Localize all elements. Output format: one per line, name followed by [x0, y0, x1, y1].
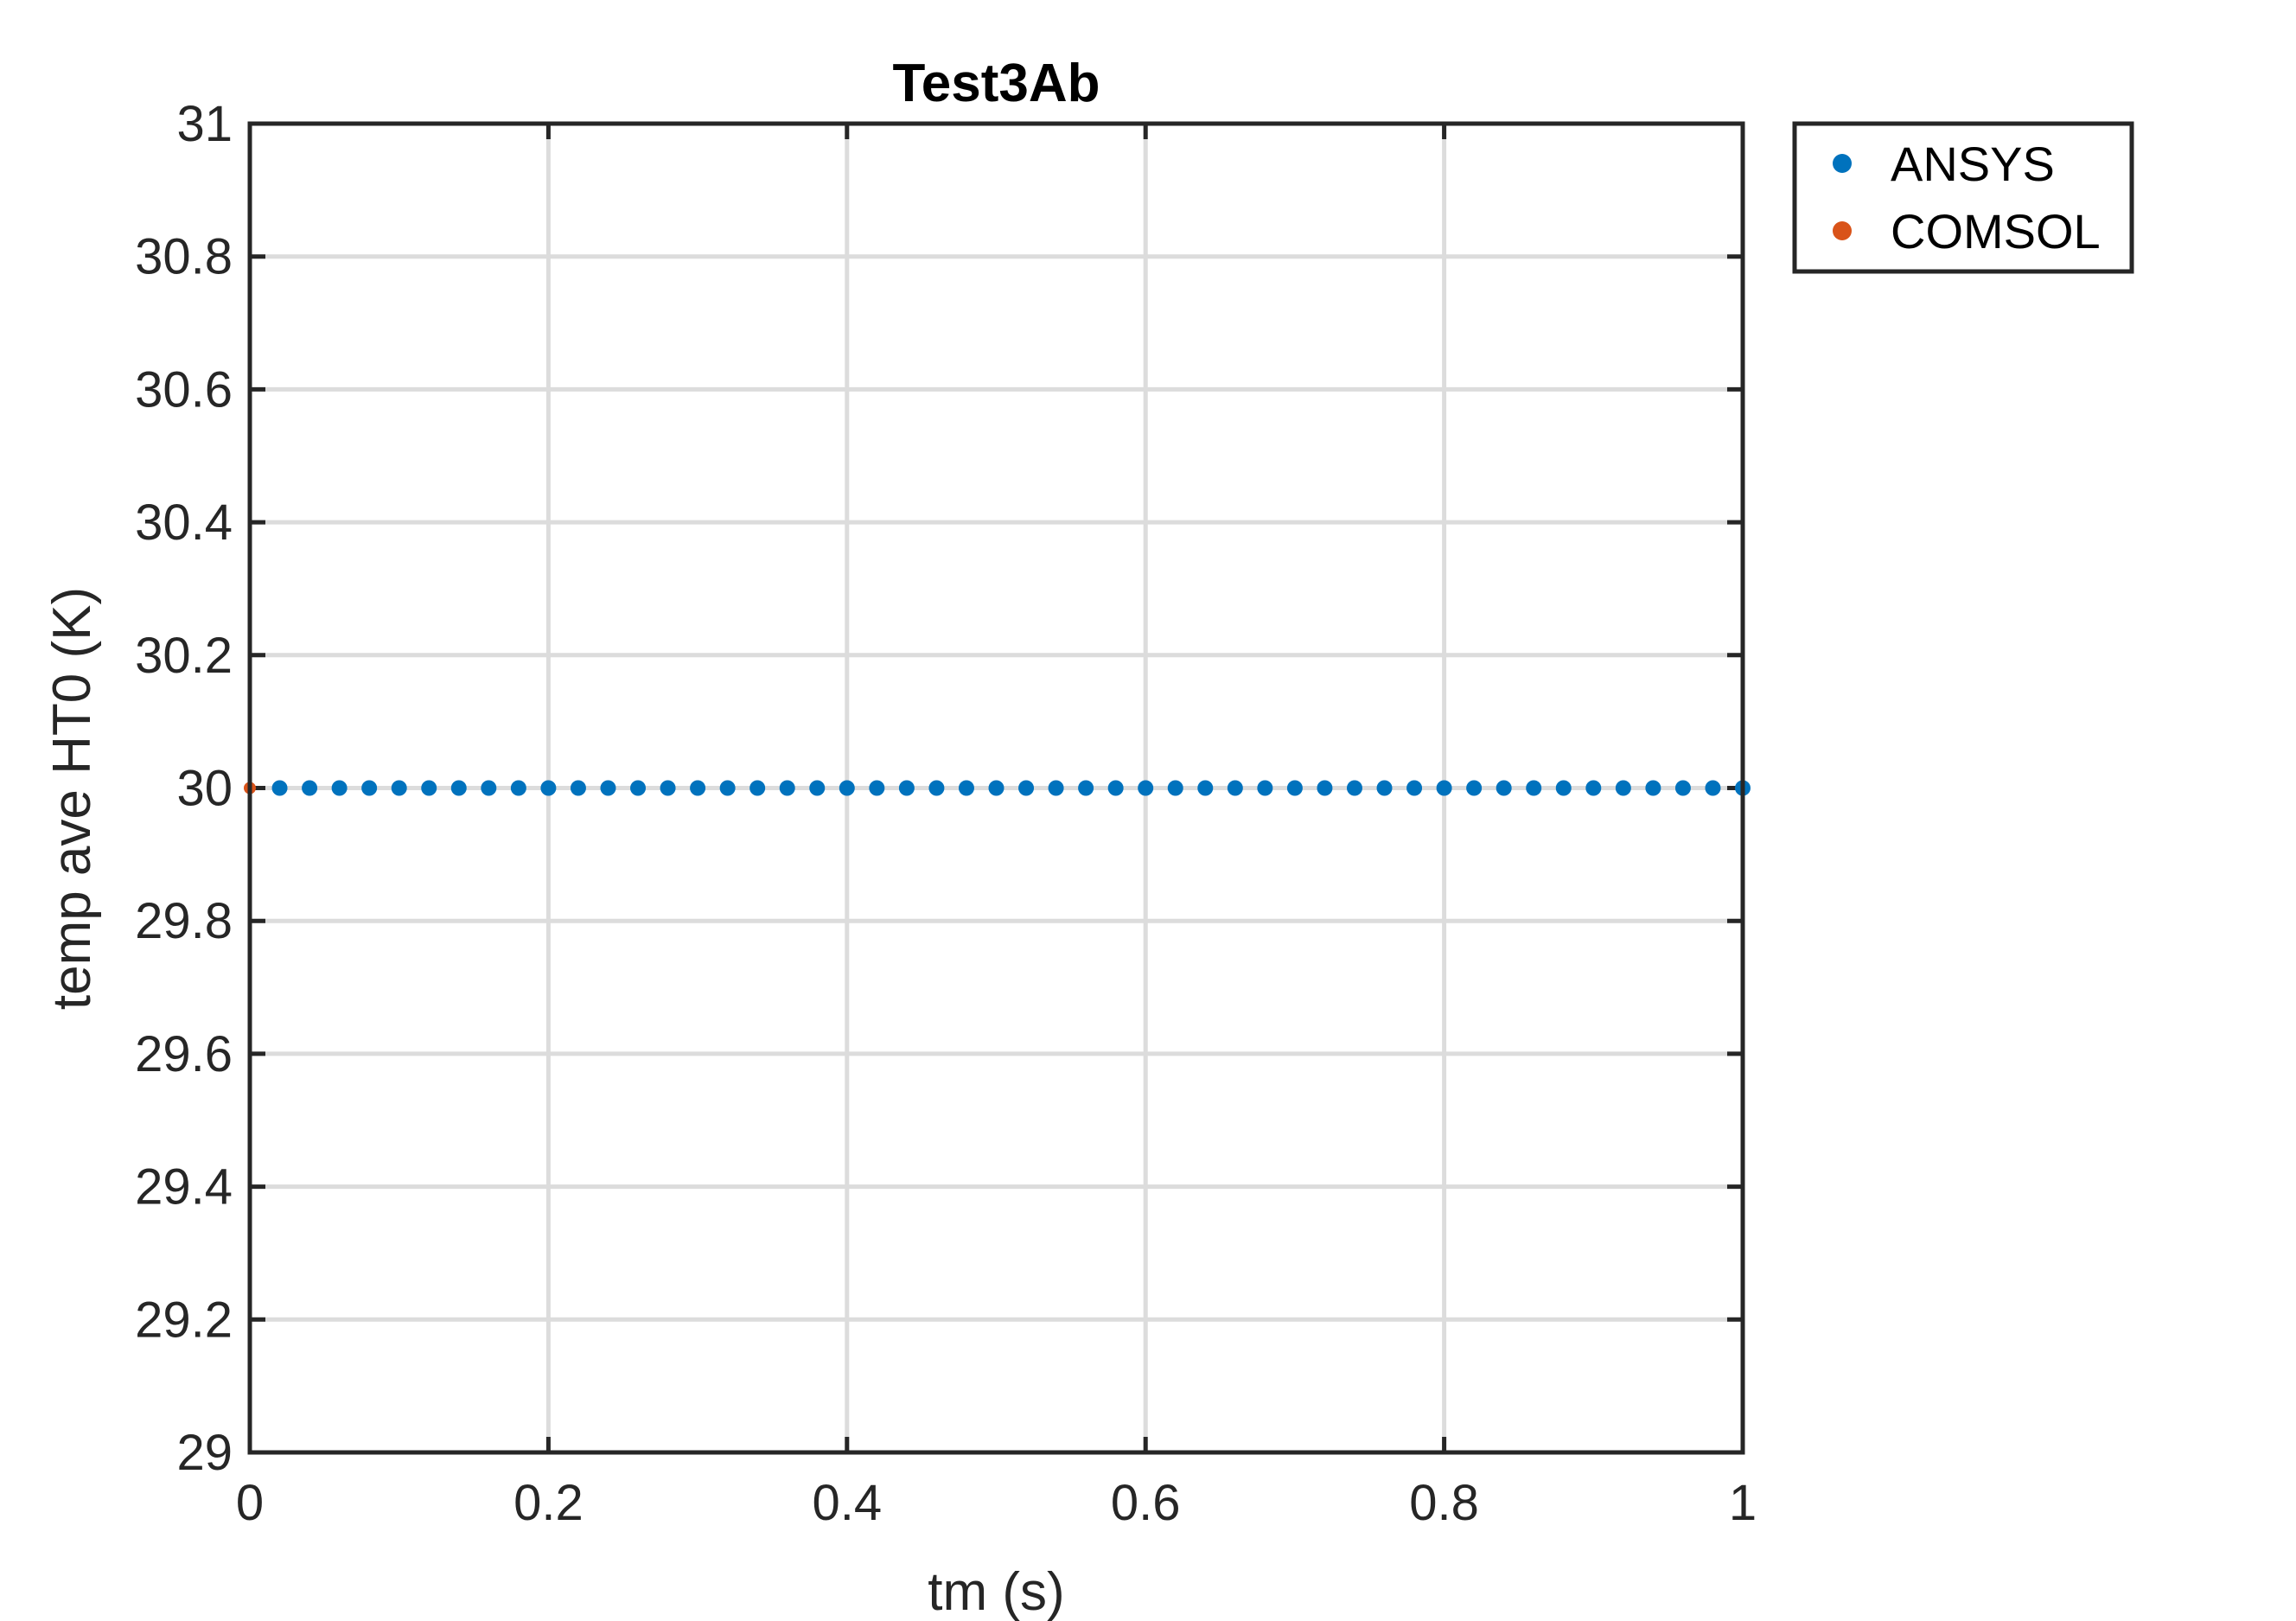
point-ansys: [958, 780, 974, 796]
point-ansys: [1018, 780, 1035, 796]
point-ansys: [1466, 780, 1483, 796]
y-tick-label: 29.2: [135, 1292, 233, 1348]
point-ansys: [271, 780, 288, 796]
x-tick-label: 0.2: [513, 1475, 584, 1531]
legend-label-ansys: ANSYS: [1891, 137, 2055, 191]
point-ansys: [1048, 780, 1064, 796]
y-tick-label: 29.4: [135, 1159, 233, 1216]
legend-marker-ansys: [1833, 154, 1852, 173]
point-ansys: [1078, 780, 1094, 796]
point-ansys: [928, 780, 945, 796]
y-tick-label: 30.6: [135, 361, 233, 418]
point-ansys: [988, 780, 1004, 796]
point-ansys: [1705, 780, 1721, 796]
legend: ANSYS COMSOL: [1792, 121, 2134, 274]
point-ansys: [510, 780, 526, 796]
point-ansys: [1197, 780, 1214, 796]
point-ansys: [1317, 780, 1333, 796]
point-ansys: [869, 780, 885, 796]
y-tick-label: 29.6: [135, 1026, 233, 1082]
y-tick-label: 31: [176, 96, 233, 152]
data-points: [244, 780, 1751, 796]
x-tick-label: 0.6: [1111, 1475, 1181, 1531]
point-ansys: [481, 780, 497, 796]
point-ansys: [361, 780, 378, 796]
point-ansys: [1585, 780, 1602, 796]
point-ansys: [1227, 780, 1243, 796]
point-ansys: [839, 780, 855, 796]
point-ansys: [1645, 780, 1661, 796]
point-ansys: [1555, 780, 1572, 796]
point-ansys: [1167, 780, 1183, 796]
point-ansys: [1496, 780, 1512, 796]
point-ansys: [302, 780, 318, 796]
point-ansys: [1257, 780, 1273, 796]
x-axis-label: tm (s): [928, 1562, 1064, 1621]
point-ansys: [690, 780, 706, 796]
point-ansys: [1406, 780, 1423, 796]
y-tick-label: 29.8: [135, 893, 233, 949]
legend-label-comsol: COMSOL: [1891, 204, 2101, 258]
point-ansys: [1138, 780, 1154, 796]
point-ansys: [600, 780, 616, 796]
plot-frame: [247, 121, 1745, 1455]
y-tick-labels: 29 29.2 29.4 29.6 29.8 30 30.2 30.4 30.6 30.8 31: [135, 96, 233, 1481]
point-ansys: [331, 780, 348, 796]
point-ansys: [1376, 780, 1393, 796]
point-ansys: [1674, 780, 1691, 796]
y-tick-label: 30: [176, 761, 233, 817]
legend-box: [1792, 121, 2134, 274]
y-tick-label: 29: [176, 1425, 233, 1481]
point-ansys: [809, 780, 826, 796]
legend-marker-comsol: [1833, 221, 1852, 240]
x-tick-label: 0: [236, 1475, 264, 1531]
x-tick-label: 0.8: [1409, 1475, 1479, 1531]
point-ansys: [1107, 780, 1124, 796]
point-ansys: [719, 780, 736, 796]
chart-title: Test3Ab: [892, 54, 1100, 113]
x-tick-label: 1: [1729, 1475, 1757, 1531]
point-ansys: [421, 780, 437, 796]
point-ansys: [779, 780, 795, 796]
point-ansys: [660, 780, 676, 796]
point-ansys: [1346, 780, 1362, 796]
point-ansys: [1436, 780, 1452, 796]
point-ansys: [630, 780, 647, 796]
y-tick-label: 30.2: [135, 628, 233, 684]
y-axis-label: temp ave HT0 (K): [42, 587, 102, 1010]
point-ansys: [1526, 780, 1542, 796]
point-ansys: [1615, 780, 1631, 796]
point-ansys: [749, 780, 766, 796]
point-ansys: [898, 780, 915, 796]
x-tick-label: 0.4: [812, 1475, 882, 1531]
y-tick-label: 30.8: [135, 229, 233, 285]
y-tick-label: 30.4: [135, 495, 233, 551]
point-ansys: [570, 780, 586, 796]
point-ansys: [450, 780, 467, 796]
x-tick-labels: 0 0.2 0.4 0.6 0.8 1: [236, 1475, 1757, 1531]
point-ansys: [391, 780, 407, 796]
point-ansys: [540, 780, 557, 796]
point-ansys: [1286, 780, 1303, 796]
